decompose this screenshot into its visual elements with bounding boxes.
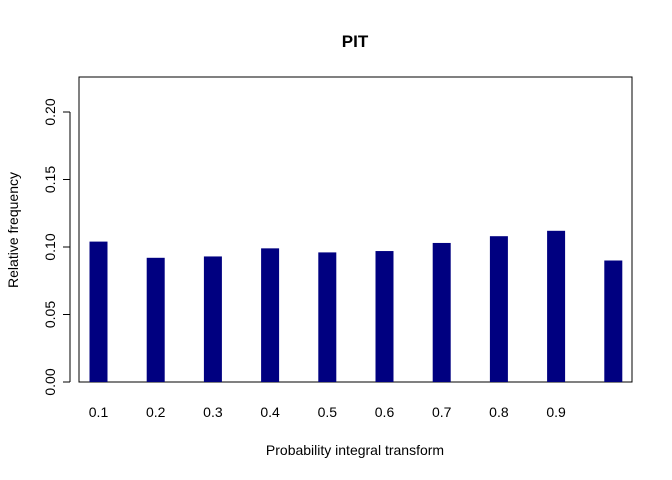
y-tick-label: 0.15 bbox=[42, 166, 58, 193]
chart-title: PIT bbox=[342, 32, 369, 51]
bar bbox=[432, 242, 451, 382]
x-tick-label: 0.8 bbox=[489, 404, 509, 420]
x-tick-label: 0.3 bbox=[203, 404, 223, 420]
bar bbox=[203, 256, 222, 382]
x-tick-label: 0.6 bbox=[375, 404, 395, 420]
y-tick-label: 0.20 bbox=[42, 98, 58, 125]
bar bbox=[146, 257, 165, 382]
bar bbox=[547, 230, 566, 382]
x-tick-label: 0.1 bbox=[89, 404, 109, 420]
bar bbox=[261, 248, 280, 382]
y-tick-label: 0.10 bbox=[42, 233, 58, 260]
x-axis-tick-labels: 0.1 0.2 0.3 0.4 0.5 0.6 0.7 0.8 0.9 bbox=[89, 404, 566, 420]
bars-group bbox=[89, 230, 623, 382]
y-axis-label: Relative frequency bbox=[5, 172, 21, 288]
x-tick-label: 0.5 bbox=[318, 404, 338, 420]
bar bbox=[318, 252, 337, 382]
bar bbox=[489, 236, 508, 382]
bar bbox=[375, 251, 394, 382]
x-axis-label: Probability integral transform bbox=[266, 442, 444, 458]
bar bbox=[604, 260, 623, 382]
x-tick-label: 0.9 bbox=[546, 404, 566, 420]
x-tick-label: 0.7 bbox=[432, 404, 452, 420]
x-tick-label: 0.4 bbox=[260, 404, 280, 420]
plot-frame bbox=[78, 76, 633, 383]
bar bbox=[89, 241, 108, 382]
y-tick-label: 0.00 bbox=[42, 368, 58, 395]
y-tick-label: 0.05 bbox=[42, 301, 58, 328]
x-tick-label: 0.2 bbox=[146, 404, 166, 420]
y-axis: 0.00 0.05 0.10 0.15 0.20 bbox=[42, 98, 71, 396]
